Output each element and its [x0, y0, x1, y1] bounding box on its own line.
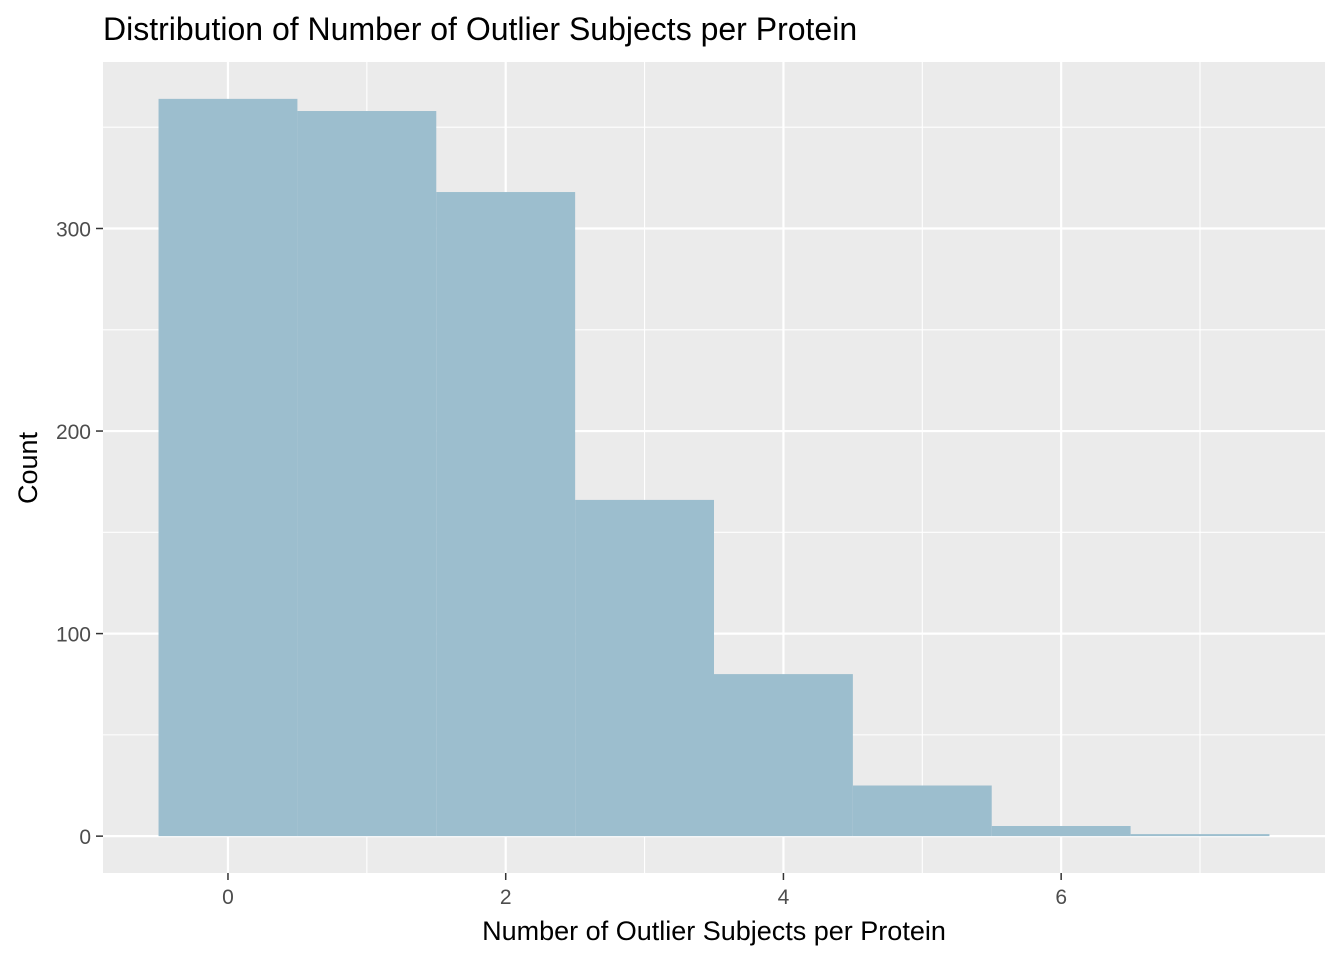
- histogram-bar: [436, 192, 576, 837]
- y-tick-label: 0: [79, 826, 91, 849]
- chart-title: Distribution of Number of Outlier Subjec…: [103, 11, 857, 47]
- histogram-bar: [991, 826, 1131, 837]
- x-tick-label: 6: [1055, 886, 1067, 909]
- histogram-bar: [1130, 834, 1270, 837]
- x-tick-label: 0: [222, 886, 234, 909]
- x-tick-label: 2: [500, 886, 512, 909]
- y-axis-title: Count: [13, 431, 43, 504]
- histogram-bar: [714, 674, 853, 837]
- histogram-bar: [575, 499, 714, 837]
- histogram-bar: [158, 98, 298, 837]
- y-axis-ticks: 0 100 200 300: [56, 218, 103, 849]
- y-tick-label: 300: [56, 218, 91, 241]
- y-tick-label: 200: [56, 421, 91, 444]
- histogram-bars: [158, 98, 1270, 837]
- histogram-bar: [297, 111, 437, 837]
- x-axis-ticks: 0 2 4 6: [222, 873, 1067, 909]
- y-tick-label: 100: [56, 624, 91, 647]
- histogram-bar: [852, 785, 992, 837]
- x-axis-title: Number of Outlier Subjects per Protein: [482, 916, 946, 946]
- x-tick-label: 4: [778, 886, 790, 909]
